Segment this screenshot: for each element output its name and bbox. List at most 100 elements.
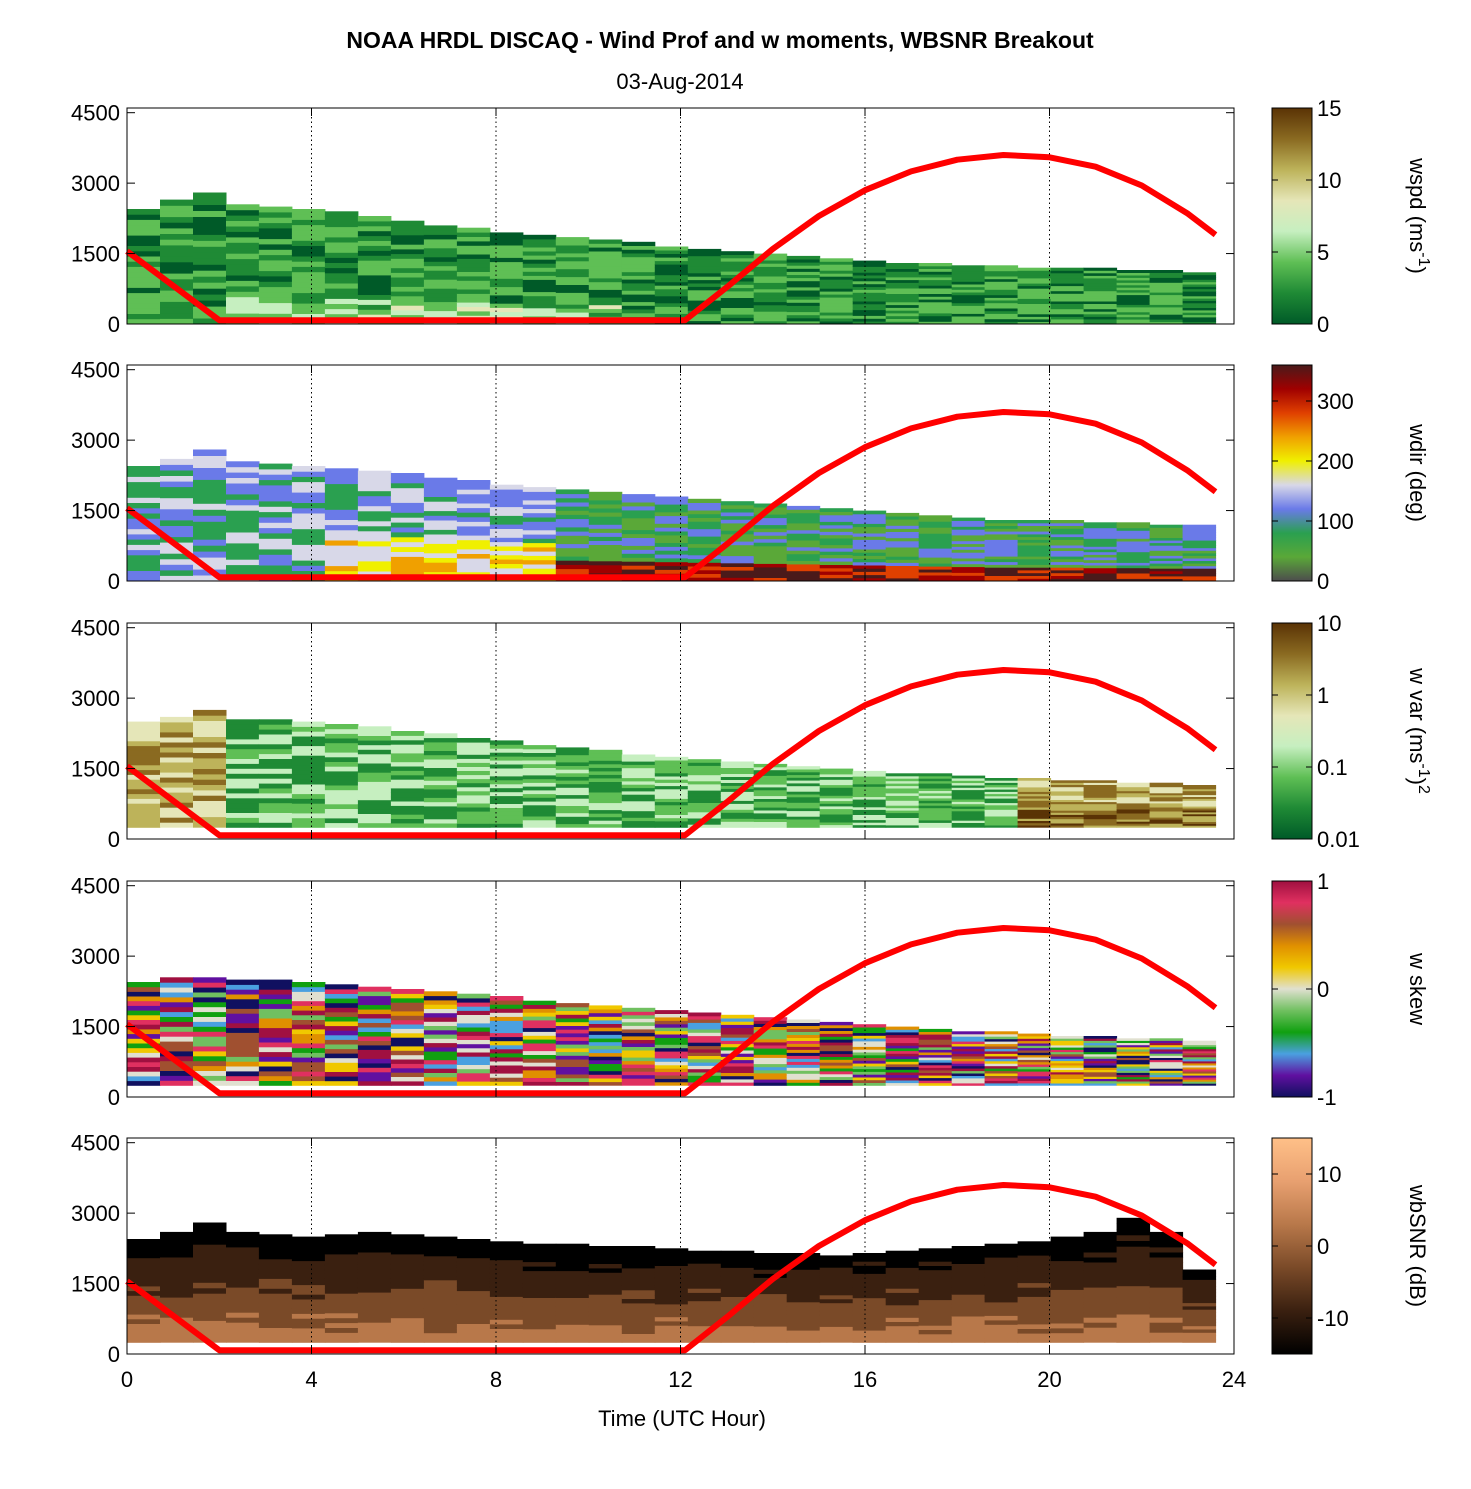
heatmap-cell: [456, 1027, 491, 1032]
heatmap-cell: [984, 1063, 1019, 1067]
heatmap-cell: [193, 240, 227, 247]
heatmap-cell: [456, 1271, 491, 1277]
heatmap-cell: [226, 724, 260, 730]
heatmap-cell: [193, 288, 227, 295]
heatmap-cell: [753, 552, 788, 557]
heatmap-cell: [423, 1059, 458, 1065]
heatmap-cell: [1182, 813, 1217, 817]
heatmap-cell: [390, 239, 425, 245]
heatmap-cell: [885, 1037, 920, 1041]
heatmap-cell: [193, 1021, 227, 1027]
heatmap-cell: [193, 198, 227, 205]
heatmap-cell: [291, 774, 326, 780]
heatmap-cell: [1182, 309, 1217, 313]
heatmap-cell: [456, 811, 491, 816]
heatmap-cell: [885, 1058, 920, 1062]
heatmap-cell: [951, 537, 986, 542]
heatmap-cell: [1116, 294, 1151, 298]
heatmap-cell: [951, 572, 986, 576]
heatmap-cell: [720, 264, 755, 269]
heatmap-cell: [324, 252, 359, 258]
heatmap-cell: [258, 1303, 293, 1309]
heatmap-cell: [588, 524, 623, 529]
heatmap-cell: [720, 1296, 755, 1302]
heatmap-cell: [720, 776, 755, 780]
heatmap-cell: [357, 1236, 392, 1243]
heatmap-cell: [588, 1294, 623, 1299]
heatmap-cell: [456, 544, 491, 550]
heatmap-cell: [885, 519, 920, 523]
heatmap-cell: [852, 552, 887, 556]
heatmap-cell: [951, 1289, 986, 1295]
heatmap-cell: [852, 773, 887, 777]
heatmap-cell: [226, 783, 260, 789]
heatmap-cell: [786, 1031, 821, 1035]
heatmap-cell: [555, 801, 590, 806]
heatmap-cell: [1017, 1301, 1052, 1307]
heatmap-cell: [819, 521, 854, 526]
heatmap-cell: [522, 793, 557, 798]
heatmap-cell: [226, 1042, 260, 1048]
heatmap-cell: [258, 308, 293, 314]
heatmap-cell: [291, 507, 326, 514]
heatmap-cell: [984, 542, 1019, 546]
heatmap-cell: [654, 1081, 689, 1086]
heatmap-cell: [1149, 573, 1184, 577]
heatmap-cell: [324, 817, 359, 824]
heatmap-cell: [357, 299, 392, 305]
heatmap-cell: [1182, 298, 1217, 301]
heatmap-cell: [1149, 299, 1184, 303]
heatmap-cell: [1017, 561, 1052, 565]
heatmap-cell: [226, 553, 260, 560]
heatmap-cell: [1083, 280, 1118, 284]
heatmap-cell: [720, 1317, 755, 1322]
heatmap-cell: [390, 1054, 425, 1060]
heatmap-cell: [819, 813, 854, 818]
colorbar-tick-label: 10: [1317, 168, 1341, 193]
heatmap-wdir: [127, 449, 1217, 582]
heatmap-cell: [357, 220, 392, 227]
heatmap-cell: [1017, 1314, 1052, 1320]
heatmap-cell: [852, 1027, 887, 1031]
heatmap-cell: [951, 1055, 986, 1059]
heatmap-cell: [984, 564, 1019, 568]
heatmap-cell: [390, 1032, 425, 1038]
heatmap-cell: [555, 535, 590, 540]
heatmap-cell: [687, 1062, 722, 1066]
heatmap-cell: [1017, 1057, 1052, 1060]
heatmap-cell: [226, 753, 260, 759]
heatmap-cell: [786, 557, 821, 561]
heatmap-cell: [258, 1253, 293, 1260]
heatmap-cell: [390, 1019, 425, 1025]
heatmap-cell: [819, 267, 854, 271]
heatmap-cell: [1182, 312, 1217, 316]
heatmap-cell: [522, 307, 557, 313]
heatmap-cell: [1083, 1083, 1118, 1086]
heatmap-cell: [1050, 784, 1085, 788]
heatmap-cell: [720, 1292, 755, 1297]
heatmap-cell: [1017, 813, 1052, 817]
heatmap-cell: [588, 785, 623, 789]
heatmap-cell: [1017, 809, 1052, 812]
heatmap-cell: [357, 799, 392, 805]
heatmap-cell: [291, 798, 326, 804]
heatmap-cell: [852, 298, 887, 302]
heatmap-cell: [160, 278, 194, 285]
heatmap-cell: [193, 768, 227, 775]
heatmap-cell: [852, 1068, 887, 1072]
heatmap-cell: [1017, 1033, 1052, 1037]
heatmap-cell: [390, 291, 425, 297]
heatmap-cell: [588, 564, 623, 570]
heatmap-cell: [1182, 281, 1217, 285]
boundary-layer-line: [125, 152, 1218, 324]
heatmap-cell: [1050, 308, 1085, 312]
heatmap-cell: [291, 292, 326, 299]
heatmap-cell: [456, 1072, 491, 1078]
heatmap-cell: [852, 263, 887, 267]
heatmap-cell: [1050, 1065, 1085, 1068]
heatmap-cell: [687, 573, 722, 578]
heatmap-cell: [885, 1042, 920, 1046]
heatmap-cell: [423, 1236, 458, 1242]
heatmap-cell: [522, 1023, 557, 1029]
heatmap-cell: [456, 1337, 491, 1343]
